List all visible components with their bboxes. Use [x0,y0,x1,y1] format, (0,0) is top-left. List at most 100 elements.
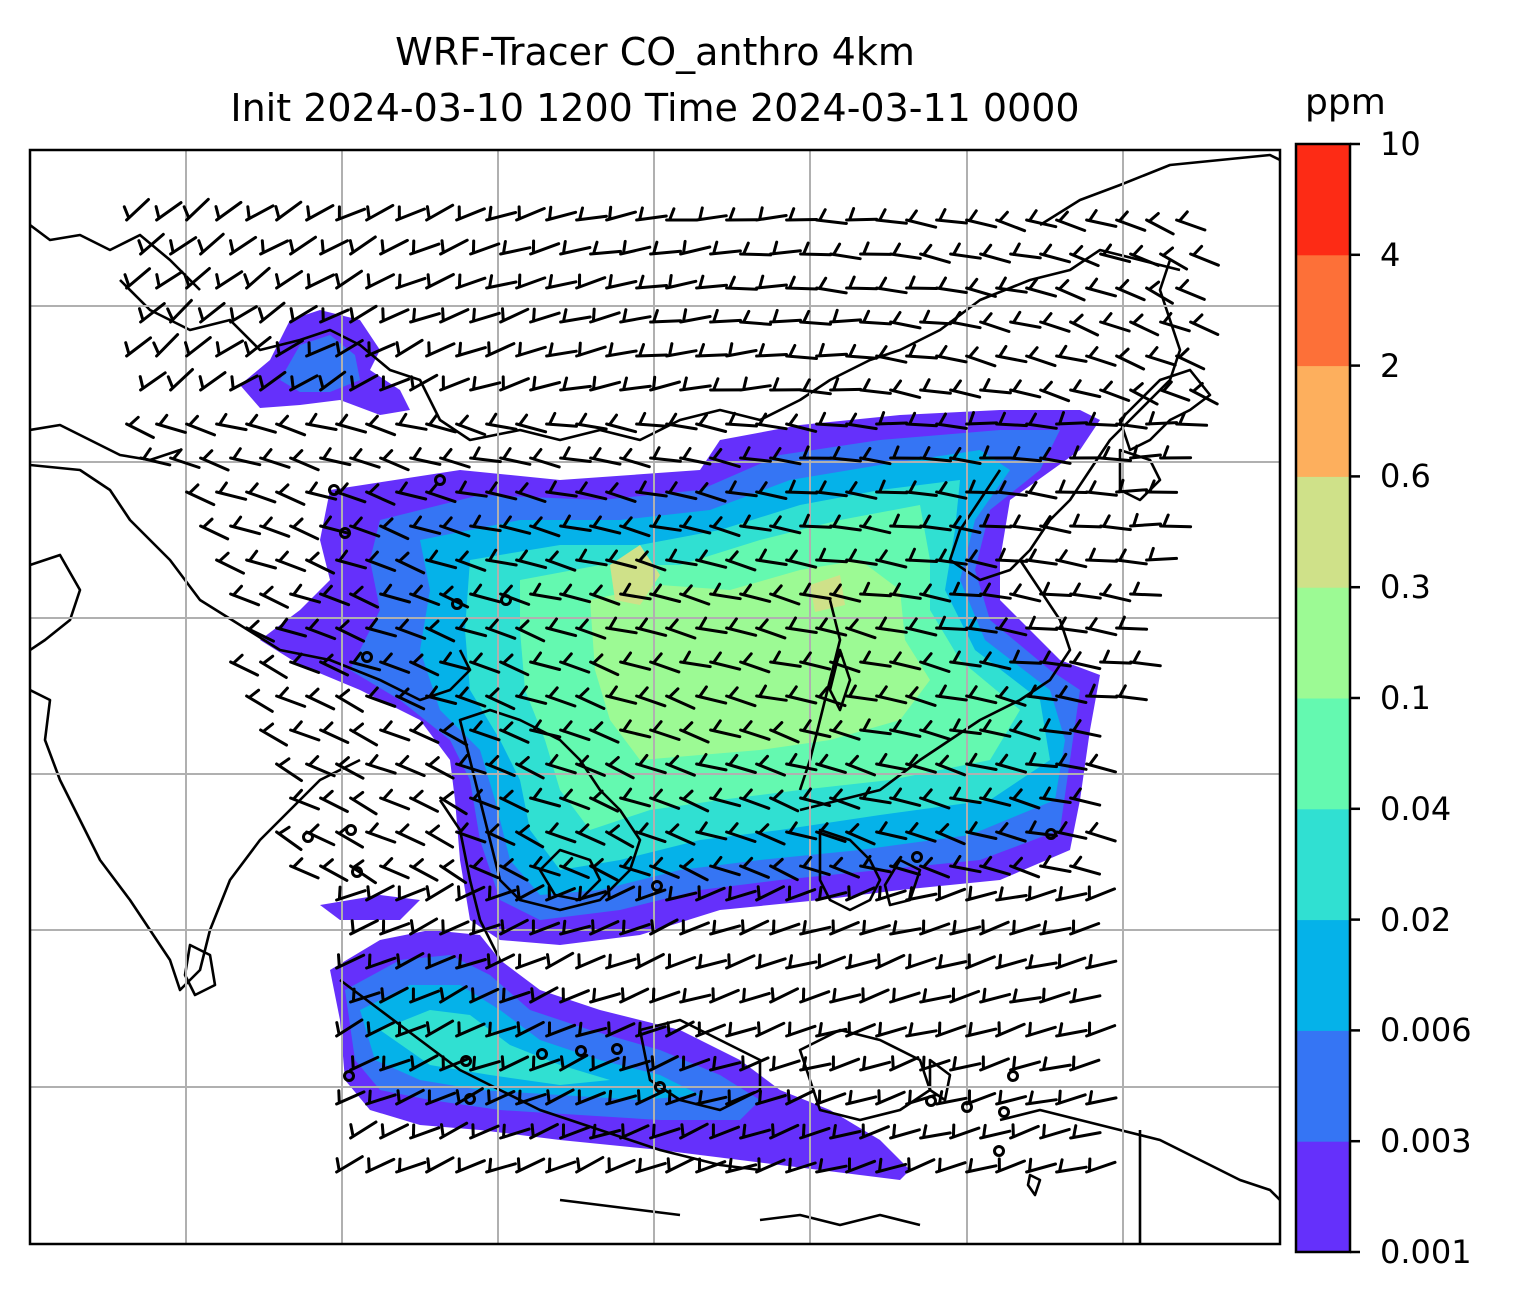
wind-barb [905,753,937,774]
wind-barb [949,446,982,465]
wind-barb [1099,649,1133,665]
co-plume-north-l6 [590,560,930,760]
wind-barb [469,788,501,811]
wind-barb [649,309,683,324]
wind-barb [949,919,982,936]
wind-barb [365,550,397,572]
wind-barb [137,232,165,256]
wind-barb [349,919,379,936]
wind-barb [905,411,938,428]
calm-wind-circle [343,1070,355,1082]
wind-barb [1189,382,1219,406]
wind-barb [395,205,426,222]
wind-barb [695,821,728,841]
wind-barb [545,1157,577,1174]
wind-barb [859,446,892,466]
wind-barb [1009,919,1041,936]
wind-barb [305,755,336,778]
wind-barb [935,481,968,500]
wind-barb [455,480,488,498]
wind-barb [529,856,561,877]
wind-barb [1055,479,1089,494]
wind-barb [965,549,998,569]
wind-barb [1025,1157,1057,1174]
wind-barb [379,517,410,541]
wind-barb [709,987,740,1004]
wind-barb [559,514,592,532]
wind-barb [365,686,397,708]
co-plume-north-l7b [810,575,845,612]
wind-barb [1189,244,1220,267]
wind-barb [559,308,592,324]
wind-barb [755,885,785,902]
wind-barb [1115,478,1148,494]
wind-barb [965,411,999,426]
wind-barb [275,757,303,783]
wind-barb [515,482,547,503]
wind-barb [545,411,578,428]
wind-barb [1085,953,1118,970]
colorbar-tick-label: 10 [1380,125,1421,163]
wind-barb [635,1021,667,1038]
wind-barb [635,550,667,572]
wind-barb [138,302,166,324]
wind-barb [243,266,271,290]
wind-barb [619,919,651,936]
wind-barb [1115,347,1146,371]
wind-barb [739,987,771,1004]
wind-barb [605,756,635,780]
wind-barb [335,1089,366,1106]
wind-barb [545,686,577,708]
wind-barb [1055,886,1088,902]
wind-barb [515,619,546,643]
wind-barb [1085,753,1117,774]
wind-barb [575,412,608,431]
wind-barb [949,515,982,534]
wind-barb [905,617,938,637]
wind-barb [845,1157,877,1174]
wind-barb [785,344,818,360]
wind-barb [425,685,458,705]
wind-barb [1175,210,1207,232]
wind-barb [875,1157,908,1174]
wind-barb [1145,479,1179,494]
wind-barb [1069,379,1102,399]
wind-barb [1009,242,1042,260]
wind-barb [1009,514,1042,532]
wind-barb [1055,953,1087,970]
wind-barb [995,686,1027,707]
wind-barb [379,375,411,392]
wind-barb [635,206,668,222]
wind-barb [919,243,951,264]
wind-barb [619,987,650,1004]
wind-barb [725,550,757,572]
wind-barb [859,309,892,326]
wind-barb [845,618,877,640]
wind-barb [769,789,800,813]
calm-wind-circle [460,1055,472,1067]
wind-barb [695,549,728,569]
wind-barb [515,884,545,902]
wind-barb [365,617,397,638]
wind-barb [575,273,607,290]
wind-barb [665,342,698,358]
wind-barb [305,481,338,501]
wind-barb [1159,312,1191,333]
wind-barb [455,550,487,572]
wind-barb [545,951,575,970]
wind-barb [215,551,245,575]
wind-barb [245,549,277,570]
wind-barb [965,821,998,840]
calm-wind-circle [434,474,446,486]
wind-barb [425,549,458,570]
wind-barb [995,480,1028,497]
wind-barb [439,651,472,672]
wind-barb [845,548,878,566]
wind-barb [499,918,529,936]
wind-barb [439,985,468,1004]
wind-barb [679,584,711,606]
wind-barb [709,855,741,877]
wind-barb [755,548,788,566]
calm-wind-circle [345,824,357,836]
wind-barb [679,919,710,936]
